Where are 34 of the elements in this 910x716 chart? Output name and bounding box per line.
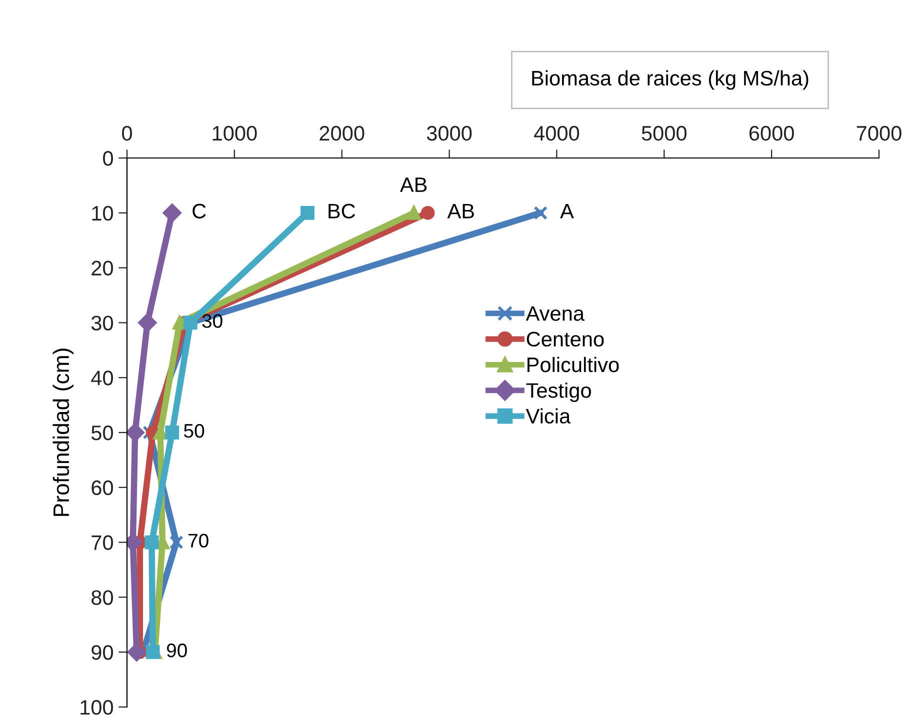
annotation: BC <box>328 204 356 218</box>
y-tick-label: 0 <box>103 151 113 166</box>
annotation: AB <box>400 178 427 192</box>
x-axis-title: Biomasa de raices (kg MS/ha) <box>532 70 808 90</box>
x-tick-label: 1000 <box>212 126 257 141</box>
legend-label: Avena <box>526 306 585 321</box>
legend-label: Centeno <box>526 332 604 347</box>
data-label: 90 <box>166 644 187 658</box>
y-tick-label: 90 <box>92 645 113 660</box>
x-tick-label: 4000 <box>534 126 580 141</box>
annotation: A <box>560 204 574 218</box>
annotation: C <box>192 204 206 218</box>
x-tick-label: 2000 <box>320 126 364 141</box>
legend-label: Policultivo <box>528 356 619 372</box>
y-tick-label: 30 <box>91 316 113 330</box>
y-tick-label: 40 <box>91 370 113 386</box>
y-tick-label: 50 <box>91 426 113 440</box>
x-tick-label: 5000 <box>642 126 687 141</box>
x-tick-label: 3000 <box>426 126 472 141</box>
y-tick-label: 70 <box>92 535 113 550</box>
y-tick-label: 20 <box>92 260 113 276</box>
y-tick-label: 80 <box>92 590 113 605</box>
x-tick-label: 6000 <box>749 126 794 141</box>
y-axis-title: Profundidad (cm) <box>52 348 74 516</box>
y-tick-label: 10 <box>92 206 113 221</box>
data-label: 70 <box>188 534 208 548</box>
data-label: 50 <box>184 424 204 438</box>
x-tick-label: 0 <box>122 126 132 141</box>
x-tick-label: 7000 <box>856 126 902 141</box>
y-tick-label: 60 <box>92 480 113 496</box>
legend-label: Vicia <box>526 408 571 424</box>
legend-label: Testigo <box>526 382 591 402</box>
annotation: AB <box>447 204 474 218</box>
y-tick-label: 100 <box>80 700 113 715</box>
